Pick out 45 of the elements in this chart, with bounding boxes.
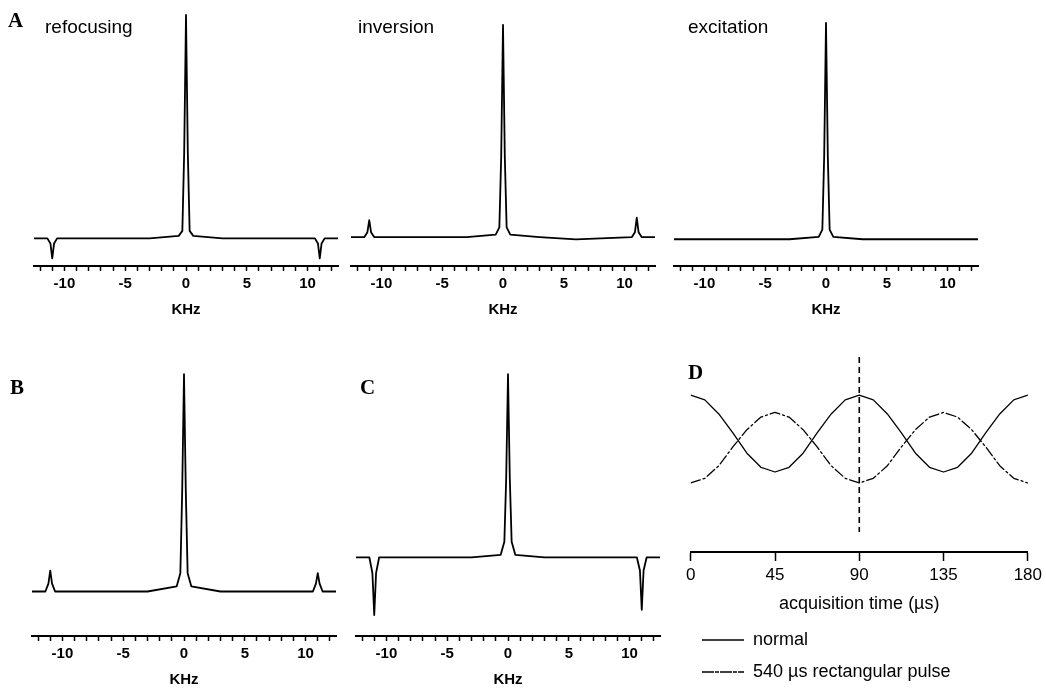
x-tick-label: 0 (685, 564, 696, 584)
chart-title: refocusing (45, 16, 133, 38)
x-tick-label: -5 (118, 274, 132, 292)
x-tick-label: 135 (929, 564, 958, 584)
x-tick-label: 5 (882, 274, 891, 292)
x-tick-label: 0 (498, 274, 508, 292)
x-axis-title: KHz (811, 300, 841, 318)
x-tick-label: 5 (564, 644, 573, 662)
chart-title: inversion (358, 16, 435, 38)
x-tick-label: 0 (181, 274, 191, 292)
x-tick-label: -10 (370, 274, 393, 292)
x-tick-label: 10 (621, 644, 638, 662)
annotation: C (360, 375, 376, 400)
chart-title: excitation (688, 16, 769, 38)
x-axis-title: KHz (171, 300, 201, 318)
x-tick-label: 180 (1013, 564, 1043, 584)
text: D (688, 360, 704, 385)
x-axis-title: KHz (169, 670, 199, 688)
x-axis-title: KHz (488, 300, 518, 318)
x-axis-title: acquisition time (µs) (779, 593, 940, 614)
x-tick-label: -5 (116, 644, 130, 662)
x-tick-label: 90 (849, 564, 869, 584)
x-tick-label: -5 (440, 644, 454, 662)
x-tick-label: 10 (939, 274, 956, 292)
x-tick-label: -10 (51, 644, 74, 662)
x-tick-label: 5 (559, 274, 568, 292)
x-tick-label: -5 (435, 274, 449, 292)
text: B (10, 375, 25, 400)
x-tick-label: 0 (179, 644, 189, 662)
x-tick-label: -10 (53, 274, 76, 292)
x-tick-label: 5 (242, 274, 251, 292)
x-tick-label: -10 (693, 274, 716, 292)
x-tick-label: 10 (616, 274, 633, 292)
x-tick-label: -5 (758, 274, 772, 292)
legend-label: normal (753, 628, 809, 649)
x-tick-label: 0 (821, 274, 831, 292)
x-tick-label: 10 (297, 644, 314, 662)
x-axis-title: KHz (493, 670, 523, 688)
text: A (8, 8, 24, 33)
legend-label: 540 µs rectangular pulse (753, 660, 951, 681)
x-tick-label: 10 (299, 274, 316, 292)
x-tick-label: 0 (503, 644, 513, 662)
x-tick-label: -10 (375, 644, 398, 662)
x-tick-label: 45 (765, 564, 785, 584)
x-tick-label: 5 (240, 644, 249, 662)
